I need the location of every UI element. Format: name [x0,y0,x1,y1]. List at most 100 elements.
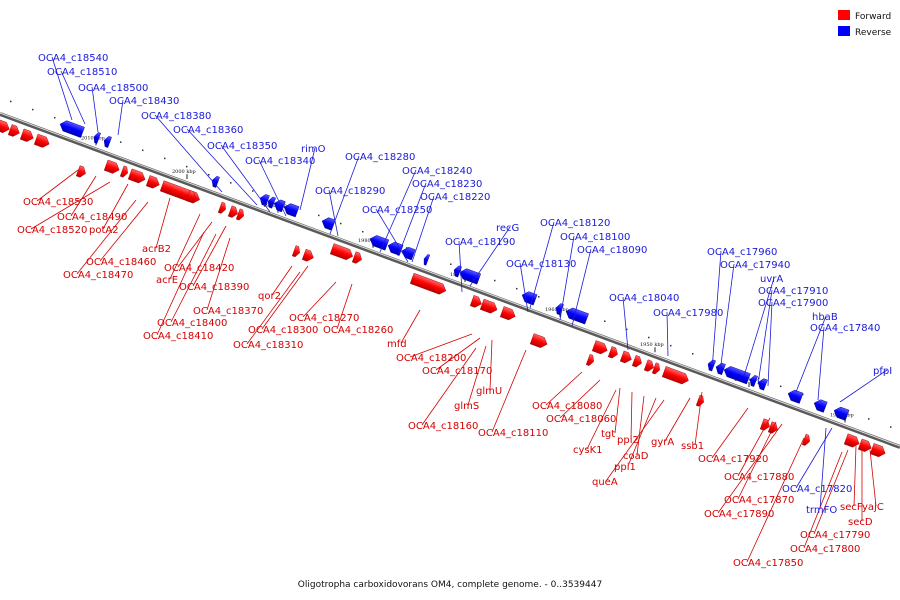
forward-gene-label[interactable]: OCA4_c17920 [698,454,768,465]
forward-gene-arrow[interactable] [75,165,87,179]
reverse-gene-arrow[interactable] [452,265,462,278]
forward-gene-arrow[interactable] [643,359,655,373]
forward-gene-arrow[interactable] [0,119,11,134]
reverse-gene-arrow[interactable] [102,135,112,148]
forward-gene-arrow[interactable] [631,355,643,368]
forward-gene-arrow[interactable] [351,251,363,265]
forward-gene-arrow[interactable] [7,124,21,138]
reverse-gene-arrow[interactable] [722,365,751,385]
reverse-gene-arrow[interactable] [368,234,390,251]
forward-gene-label[interactable]: OCA4_c18390 [179,282,249,293]
forward-gene-label[interactable]: OCA4_c18530 [23,197,93,208]
forward-gene-label[interactable]: OCA4_c18080 [532,401,602,412]
forward-gene-label[interactable]: gyrA [651,437,674,448]
forward-gene-arrow[interactable] [329,243,354,262]
reverse-gene-label[interactable]: OCA4_c17900 [758,298,828,309]
reverse-gene-label[interactable]: OCA4_c18360 [173,125,243,136]
forward-gene-label[interactable]: OCA4_c18160 [408,421,478,432]
forward-gene-arrow[interactable] [127,168,147,185]
reverse-gene-label[interactable]: OCA4_c18280 [345,152,415,163]
forward-gene-label[interactable]: coaD [623,451,649,462]
forward-gene-label[interactable]: OCA4_c18410 [143,331,213,342]
forward-gene-arrow[interactable] [227,205,239,219]
forward-gene-label[interactable]: OCA4_c17870 [724,495,794,506]
reverse-gene-label[interactable]: OCA4_c18190 [445,237,515,248]
forward-gene-label[interactable]: OCA4_c18300 [248,325,318,336]
reverse-gene-label[interactable]: OCA4_c18250 [362,205,432,216]
reverse-gene-arrow[interactable] [748,374,758,387]
forward-gene-label[interactable]: glmU [476,386,502,397]
forward-gene-arrow[interactable] [185,190,197,203]
forward-gene-label[interactable]: OCA4_c18460 [86,257,156,268]
reverse-gene-label[interactable]: uvrA [760,274,783,285]
forward-gene-arrow[interactable] [469,295,483,309]
forward-gene-label[interactable]: mfd [387,339,407,350]
reverse-gene-label[interactable]: OCA4_c18120 [540,218,610,229]
reverse-gene-label[interactable]: OCA4_c17940 [720,260,790,271]
reverse-gene-arrow[interactable] [756,377,768,391]
forward-gene-label[interactable]: acrB2 [142,244,171,255]
forward-gene-label[interactable]: cysK1 [573,445,603,456]
reverse-gene-label[interactable]: OCA4_c17960 [707,247,777,258]
reverse-gene-label[interactable]: OCA4_c18340 [245,156,315,167]
forward-gene-label[interactable]: OCA4_c18200 [396,353,466,364]
forward-gene-arrow[interactable] [291,245,301,258]
forward-gene-arrow[interactable] [651,362,661,375]
forward-gene-label[interactable]: OCA4_c18400 [157,318,227,329]
forward-gene-arrow[interactable] [409,272,448,296]
reverse-gene-arrow[interactable] [258,193,270,207]
forward-gene-arrow[interactable] [529,333,549,350]
forward-gene-arrow[interactable] [661,366,690,385]
forward-gene-arrow[interactable] [591,340,609,356]
forward-gene-label[interactable]: yajC [862,502,884,513]
forward-gene-label[interactable]: ppi1 [614,462,636,473]
reverse-gene-arrow[interactable] [786,388,804,404]
forward-gene-label[interactable]: ssb1 [681,441,704,452]
forward-gene-label[interactable]: OCA4_c18170 [422,366,492,377]
reverse-gene-arrow[interactable] [58,119,85,138]
forward-gene-arrow[interactable] [19,128,35,143]
reverse-gene-label[interactable]: OCA4_c18510 [47,67,117,78]
forward-gene-label[interactable]: OCA4_c18060 [546,414,616,425]
forward-gene-label[interactable]: OCA4_c17800 [790,544,860,555]
forward-gene-arrow[interactable] [857,438,873,453]
forward-gene-label[interactable]: potA2 [89,225,119,236]
forward-gene-label[interactable]: OCA4_c17880 [724,472,794,483]
forward-gene-arrow[interactable] [103,159,121,175]
reverse-gene-arrow[interactable] [282,202,300,218]
reverse-gene-label[interactable]: OCA4_c18380 [141,111,211,122]
reverse-gene-label[interactable]: OCA4_c18240 [402,166,472,177]
reverse-gene-arrow[interactable] [554,302,564,316]
forward-gene-arrow[interactable] [499,306,517,321]
forward-gene-label[interactable]: OCA4_c18420 [164,263,234,274]
reverse-gene-label[interactable]: OCA4_c17980 [653,308,723,319]
reverse-gene-label[interactable]: hbaB [812,312,838,323]
forward-gene-arrow[interactable] [301,248,315,263]
reverse-gene-label[interactable]: OCA4_c18350 [207,141,277,152]
reverse-gene-label[interactable]: OCA4_c17820 [782,484,852,495]
reverse-gene-arrow[interactable] [400,245,416,261]
forward-gene-arrow[interactable] [869,443,887,458]
forward-gene-label[interactable]: OCA4_c17850 [733,558,803,569]
reverse-gene-label[interactable]: OCA4_c18220 [420,192,490,203]
forward-gene-label[interactable]: secF [840,502,863,513]
forward-gene-label[interactable]: OCA4_c18470 [63,270,133,281]
forward-gene-arrow[interactable] [479,298,499,315]
forward-gene-arrow[interactable] [607,346,619,359]
reverse-gene-arrow[interactable] [714,362,726,376]
forward-gene-label[interactable]: OCA4_c18370 [193,306,263,317]
forward-gene-arrow[interactable] [767,421,779,435]
forward-gene-arrow[interactable] [145,175,161,190]
forward-gene-arrow[interactable] [801,433,811,446]
reverse-gene-label[interactable]: OCA4_c17910 [758,286,828,297]
reverse-gene-label[interactable]: recG [496,223,519,234]
forward-gene-label[interactable]: OCA4_c18520 [17,225,87,236]
forward-gene-label[interactable]: OCA4_c18270 [289,313,359,324]
reverse-gene-arrow[interactable] [422,254,431,266]
reverse-gene-label[interactable]: rimO [301,144,326,155]
forward-gene-label[interactable]: OCA4_c18310 [233,340,303,351]
forward-gene-label[interactable]: glmS [454,401,479,412]
reverse-gene-label[interactable]: OCA4_c18430 [109,96,179,107]
reverse-gene-arrow[interactable] [812,398,828,413]
reverse-gene-arrow[interactable] [564,306,589,325]
